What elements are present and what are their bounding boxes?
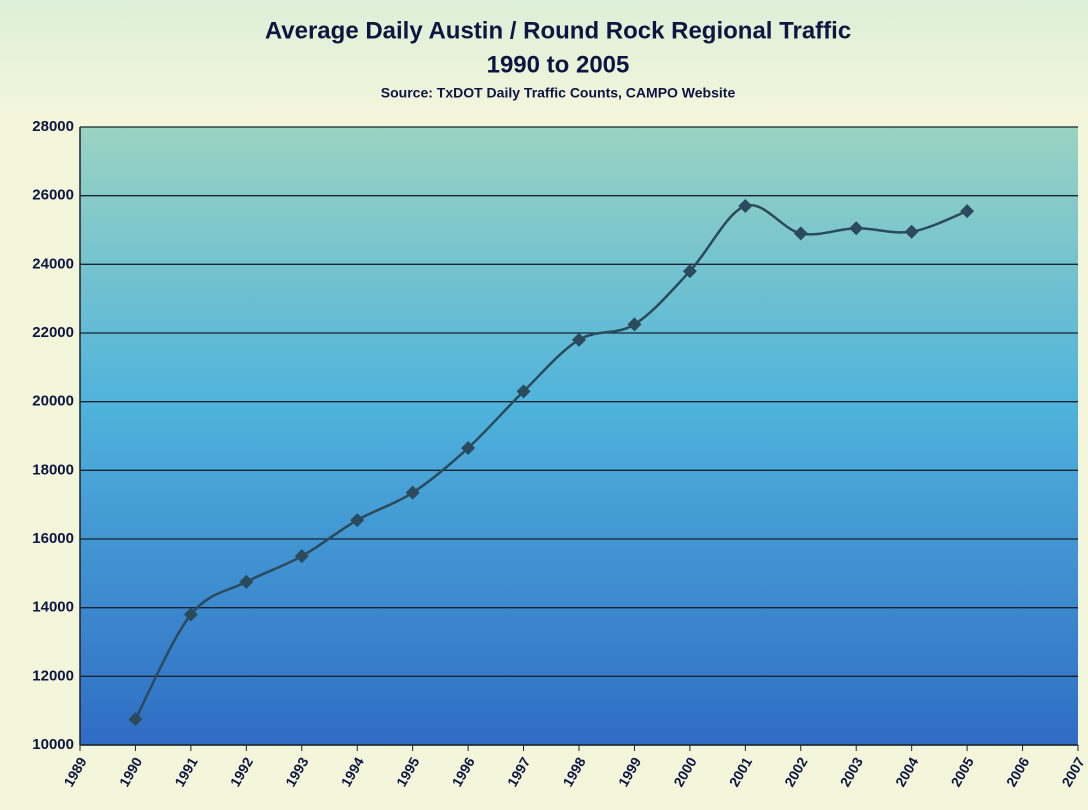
marker (350, 513, 365, 528)
x-tick-label: 1992 (227, 754, 257, 789)
marker (294, 549, 309, 564)
marker (682, 264, 697, 279)
marker (793, 226, 808, 241)
y-tick-label: 28000 (32, 118, 74, 135)
marker (183, 607, 198, 622)
line (134, 203, 968, 720)
marker (849, 221, 864, 236)
x-tick-label: 2003 (837, 754, 867, 789)
title-area (0, 0, 1088, 120)
x-tick-label: 1999 (615, 754, 645, 789)
marker (239, 574, 254, 589)
x-tick-label: 1998 (559, 754, 589, 789)
marker (516, 384, 531, 399)
chart-subtitle: 1990 to 2005 (487, 51, 630, 78)
y-tick-label: 16000 (32, 530, 74, 547)
marker (128, 712, 143, 727)
marker (960, 204, 975, 219)
x-tick-label: 2005 (947, 754, 977, 789)
x-tick-label: 2000 (670, 754, 700, 789)
y-tick-label: 24000 (32, 255, 74, 272)
marker (405, 485, 420, 500)
y-tick-label: 20000 (32, 393, 74, 410)
marker (572, 332, 586, 347)
x-tick-label: 1997 (504, 754, 534, 789)
marker (738, 198, 753, 213)
x-tick-label: 1994 (338, 754, 368, 789)
y-tick-label: 26000 (32, 187, 74, 204)
x-tick-label: 1995 (393, 754, 423, 789)
x-tick-label: 2002 (781, 754, 811, 789)
x-tick-label: 1996 (448, 754, 478, 789)
y-tick-label: 18000 (32, 461, 74, 478)
x-tick-label: 2006 (1003, 754, 1033, 789)
chart-source: Source: TxDOT Daily Traffic Counts, CAMP… (381, 85, 736, 101)
x-tick-label: 1989 (60, 754, 90, 789)
marker (461, 441, 476, 456)
x-tick-label: 2004 (892, 754, 922, 789)
x-tick-label: 1993 (282, 754, 312, 789)
y-tick-label: 12000 (32, 667, 74, 684)
x-tick-label: 1990 (116, 754, 146, 789)
chart-title: Average Daily Austin / Round Rock Region… (265, 17, 851, 44)
x-tick-label: 1991 (171, 754, 201, 789)
marker (627, 317, 642, 332)
marker (904, 224, 919, 239)
plot-area (80, 127, 1078, 745)
x-tick-label: 2001 (726, 754, 756, 789)
y-tick-label: 10000 (32, 736, 74, 753)
y-tick-label: 14000 (32, 599, 74, 616)
x-tick-label: 2007 (1058, 754, 1088, 789)
y-tick-label: 22000 (32, 324, 74, 341)
